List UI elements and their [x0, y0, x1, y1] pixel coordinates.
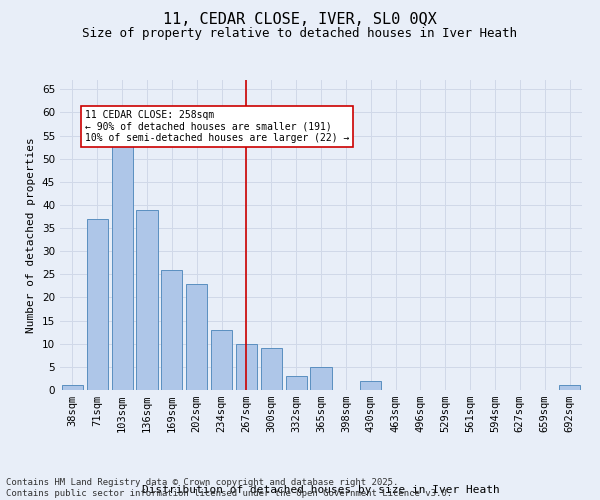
Text: Contains HM Land Registry data © Crown copyright and database right 2025.
Contai: Contains HM Land Registry data © Crown c… [6, 478, 452, 498]
X-axis label: Distribution of detached houses by size in Iver Heath: Distribution of detached houses by size … [142, 485, 500, 495]
Text: 11 CEDAR CLOSE: 258sqm
← 90% of detached houses are smaller (191)
10% of semi-de: 11 CEDAR CLOSE: 258sqm ← 90% of detached… [85, 110, 349, 144]
Bar [261, 348, 282, 390]
Bar [360, 380, 381, 390]
Bar [62, 386, 83, 390]
Bar [236, 344, 257, 390]
Bar [186, 284, 207, 390]
Bar [286, 376, 307, 390]
Y-axis label: Number of detached properties: Number of detached properties [26, 137, 37, 333]
Text: 11, CEDAR CLOSE, IVER, SL0 0QX: 11, CEDAR CLOSE, IVER, SL0 0QX [163, 12, 437, 28]
Text: Size of property relative to detached houses in Iver Heath: Size of property relative to detached ho… [83, 28, 517, 40]
Bar [161, 270, 182, 390]
Bar [112, 145, 133, 390]
Bar [211, 330, 232, 390]
Bar [310, 367, 332, 390]
Bar [559, 386, 580, 390]
Bar [136, 210, 158, 390]
Bar [87, 219, 108, 390]
